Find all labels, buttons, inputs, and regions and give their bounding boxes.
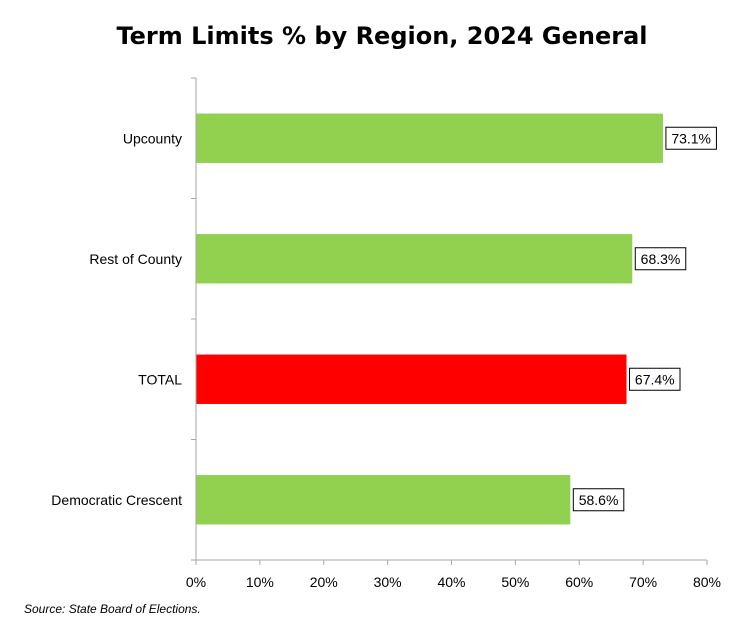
data-label: 73.1%: [671, 130, 711, 146]
data-label: 58.6%: [579, 492, 619, 508]
bar-rest-of-county: [196, 234, 633, 284]
bar-total: [196, 354, 627, 404]
chart-title: Term Limits % by Region, 2024 General: [116, 22, 648, 50]
data-label-box: [572, 488, 625, 512]
labels-layer: Upcounty 73.1% Rest of County 68.3% TOTAL 67.…: [51, 126, 717, 512]
x-tick-label: 70%: [629, 574, 657, 590]
data-label: 67.4%: [635, 371, 675, 387]
source-note: Source: State Board of Elections.: [24, 602, 201, 616]
x-tick-label: 60%: [565, 574, 593, 590]
data-label-box: [634, 247, 687, 271]
x-tick-label: 10%: [246, 574, 274, 590]
axes-layer: 0% 10% 20% 30% 40% 50% 60% 70% 80%: [186, 77, 721, 590]
x-tick-label: 0%: [186, 574, 206, 590]
bars-layer: [196, 113, 663, 525]
category-label: Rest of County: [89, 251, 182, 267]
data-label-box: [665, 126, 717, 150]
x-tick-label: 20%: [310, 574, 338, 590]
data-label: 68.3%: [641, 251, 681, 267]
data-label-box: [629, 367, 681, 391]
x-tick-label: 50%: [501, 574, 529, 590]
bar-upcounty: [196, 113, 663, 163]
category-label: TOTAL: [138, 371, 182, 387]
x-tick-label: 80%: [693, 574, 721, 590]
x-tick-label: 30%: [374, 574, 402, 590]
category-label: Upcounty: [123, 130, 182, 146]
category-label: Democratic Crescent: [51, 492, 182, 508]
bar-democratic-crescent: [196, 475, 571, 525]
x-tick-label: 40%: [437, 574, 465, 590]
